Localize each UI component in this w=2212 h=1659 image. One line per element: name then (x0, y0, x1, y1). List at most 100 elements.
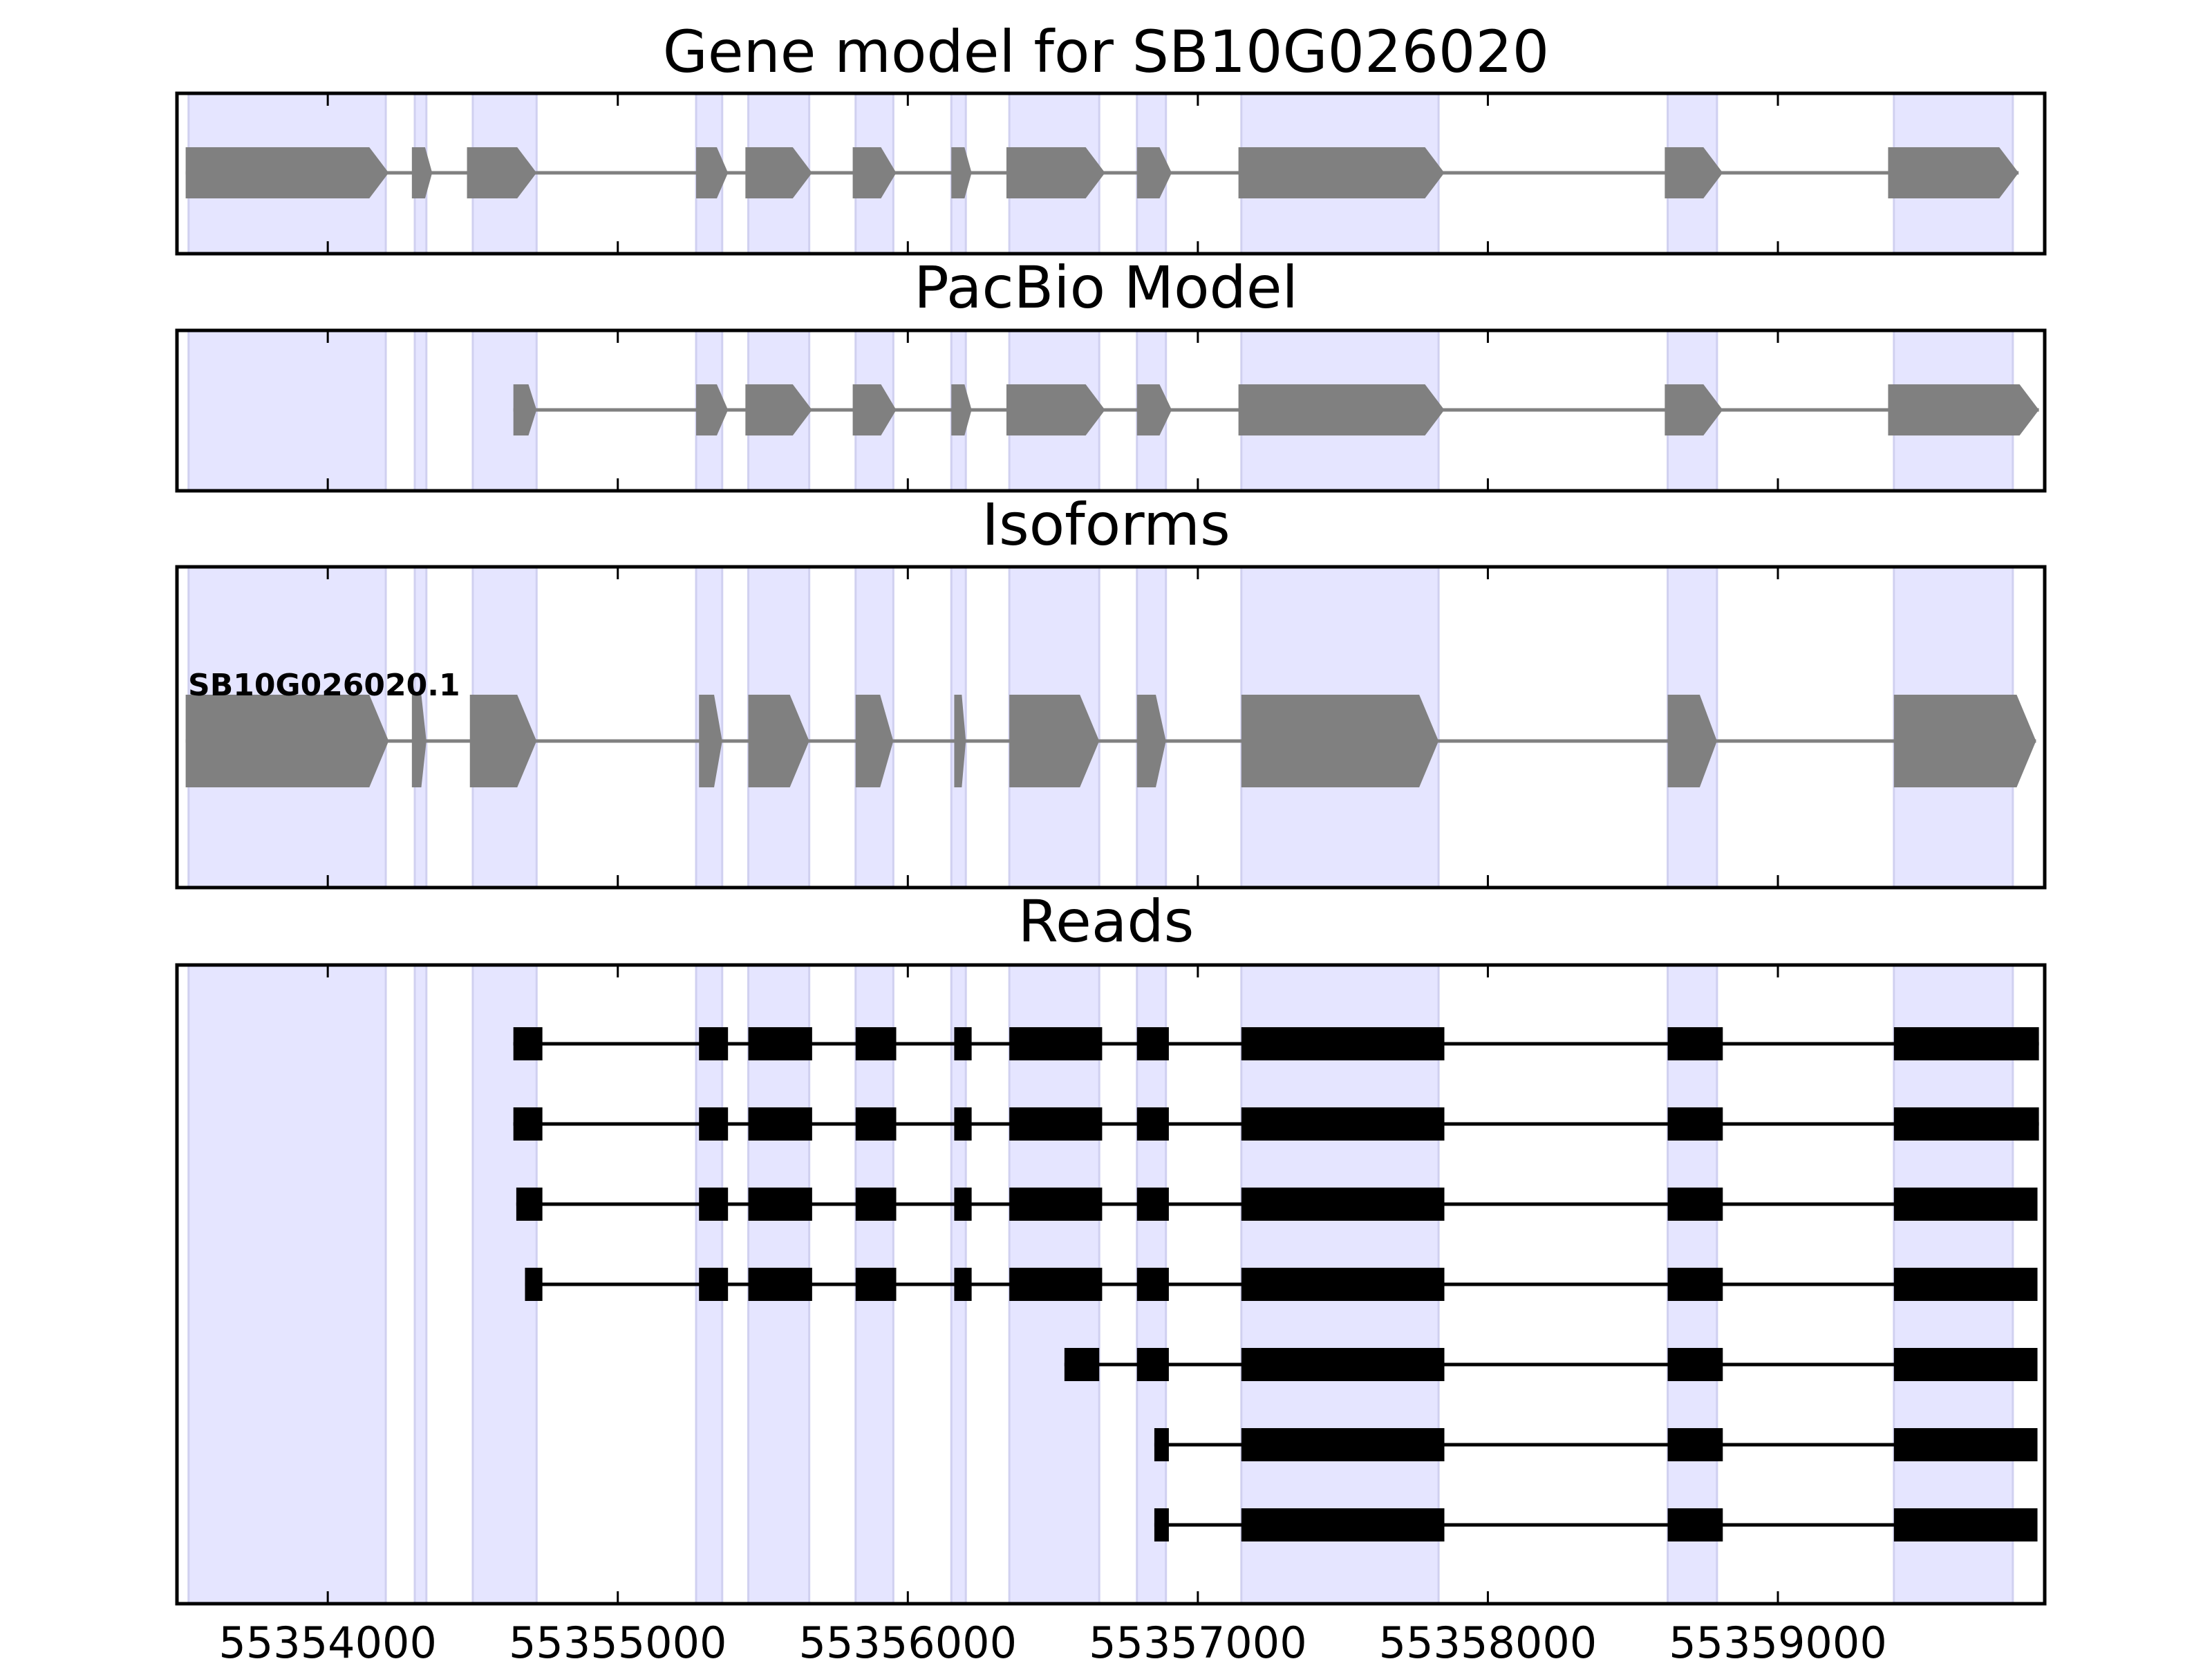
read-exon-block (1154, 1508, 1169, 1541)
read-exon-block (1241, 1188, 1445, 1221)
exon-arrow (513, 384, 537, 435)
exon-arrow (745, 384, 812, 435)
read-exon-block (1893, 1188, 2038, 1221)
read-exon-block (513, 1107, 543, 1141)
exon-arrow (1238, 147, 1445, 198)
exon-shade-band (413, 964, 428, 1605)
exon-arrow (411, 147, 433, 198)
read-exon-block (1241, 1027, 1445, 1060)
read-exon-block (1667, 1027, 1723, 1060)
exon-arrow (1888, 147, 2019, 198)
read-exon-block (513, 1027, 543, 1060)
read-exon-block (1667, 1107, 1723, 1141)
read-exon-block (1136, 1188, 1169, 1221)
exon-arrow (696, 384, 729, 435)
exon-arrow (852, 147, 897, 198)
x-tick-label: 55358000 (1379, 1618, 1597, 1659)
panels-layer (175, 91, 2047, 1606)
panel-3 (175, 963, 2047, 1606)
exon-arrow (1888, 384, 2039, 435)
exon-arrow (411, 695, 427, 787)
read-exon-block (699, 1027, 729, 1060)
read-exon-block (748, 1107, 812, 1141)
exon-arrow (1136, 147, 1172, 198)
x-tick-label: 55359000 (1669, 1618, 1887, 1659)
exon-arrow (185, 147, 389, 198)
panel-1 (175, 328, 2047, 493)
read-exon-block (855, 1268, 897, 1301)
read-exon-block (1136, 1107, 1169, 1141)
exon-shade-band (413, 329, 428, 492)
panel-frame (175, 565, 2047, 890)
exon-arrow (852, 384, 897, 435)
read-exon-block (1009, 1268, 1103, 1301)
exon-arrow (954, 695, 966, 787)
exon-arrow (699, 695, 722, 787)
read-exon-block (1009, 1188, 1103, 1221)
read-exon-block (516, 1188, 543, 1221)
read-exon-block (855, 1188, 897, 1221)
read-exon-block (1893, 1428, 2038, 1461)
isoform-label: SB10G026020.1 (188, 668, 460, 703)
panel-0 (175, 91, 2047, 256)
x-tick-label: 55356000 (799, 1618, 1018, 1659)
read-exon-block (1893, 1508, 2038, 1541)
exon-arrow (1006, 384, 1105, 435)
read-exon-block (1893, 1027, 2039, 1060)
read-exon-block (1667, 1428, 1723, 1461)
x-tick-label: 55354000 (218, 1618, 437, 1659)
read-exon-block (855, 1027, 897, 1060)
read-exon-block (525, 1268, 543, 1301)
read-exon-block (954, 1107, 972, 1141)
panel-title-reads: Reads (1018, 888, 1194, 955)
x-tick-label: 55355000 (509, 1618, 727, 1659)
read-exon-block (1893, 1107, 2039, 1141)
read-exon-block (1136, 1348, 1169, 1381)
read-exon-block (1136, 1268, 1169, 1301)
exon-arrow (855, 695, 894, 787)
read-exon-block (1667, 1188, 1723, 1221)
exon-arrow (1667, 695, 1717, 787)
exon-arrow (1893, 695, 2036, 787)
read-exon-block (1136, 1027, 1169, 1060)
exon-arrow (745, 147, 812, 198)
read-exon-block (954, 1188, 972, 1221)
exon-arrow (951, 147, 972, 198)
exon-arrow (1006, 147, 1105, 198)
exon-arrow (185, 695, 389, 787)
panel-title-gene-model: Gene model for SB10G026020 (663, 18, 1549, 86)
read-exon-block (1241, 1508, 1445, 1541)
read-exon-block (1154, 1428, 1169, 1461)
panel-title-isoforms: Isoforms (982, 491, 1230, 559)
exon-arrow (1136, 384, 1172, 435)
read-exon-block (699, 1188, 729, 1221)
exon-arrow (1238, 384, 1445, 435)
exon-arrow (1136, 695, 1166, 787)
read-exon-block (855, 1107, 897, 1141)
read-exon-block (1667, 1348, 1723, 1381)
exon-arrow (1009, 695, 1100, 787)
read-exon-block (954, 1268, 972, 1301)
exon-shade-band (187, 329, 387, 492)
exon-arrow (696, 147, 729, 198)
panel-frame (175, 91, 2047, 256)
read-exon-block (1241, 1268, 1445, 1301)
read-exon-block (1009, 1027, 1103, 1060)
exon-arrow (748, 695, 809, 787)
x-tick-label: 55357000 (1089, 1618, 1307, 1659)
read-exon-block (1064, 1348, 1100, 1381)
read-exon-block (1241, 1107, 1445, 1141)
exon-arrow (1665, 384, 1723, 435)
read-exon-block (748, 1188, 812, 1221)
panel-2 (175, 565, 2047, 890)
read-exon-block (699, 1107, 729, 1141)
read-exon-block (1893, 1348, 2038, 1381)
read-exon-block (748, 1268, 812, 1301)
exon-arrow (1665, 147, 1723, 198)
read-exon-block (1893, 1268, 2038, 1301)
panel-title-pacbio-model: PacBio Model (914, 254, 1298, 321)
read-exon-block (954, 1027, 972, 1060)
exon-arrow (951, 384, 972, 435)
read-exon-block (748, 1027, 812, 1060)
